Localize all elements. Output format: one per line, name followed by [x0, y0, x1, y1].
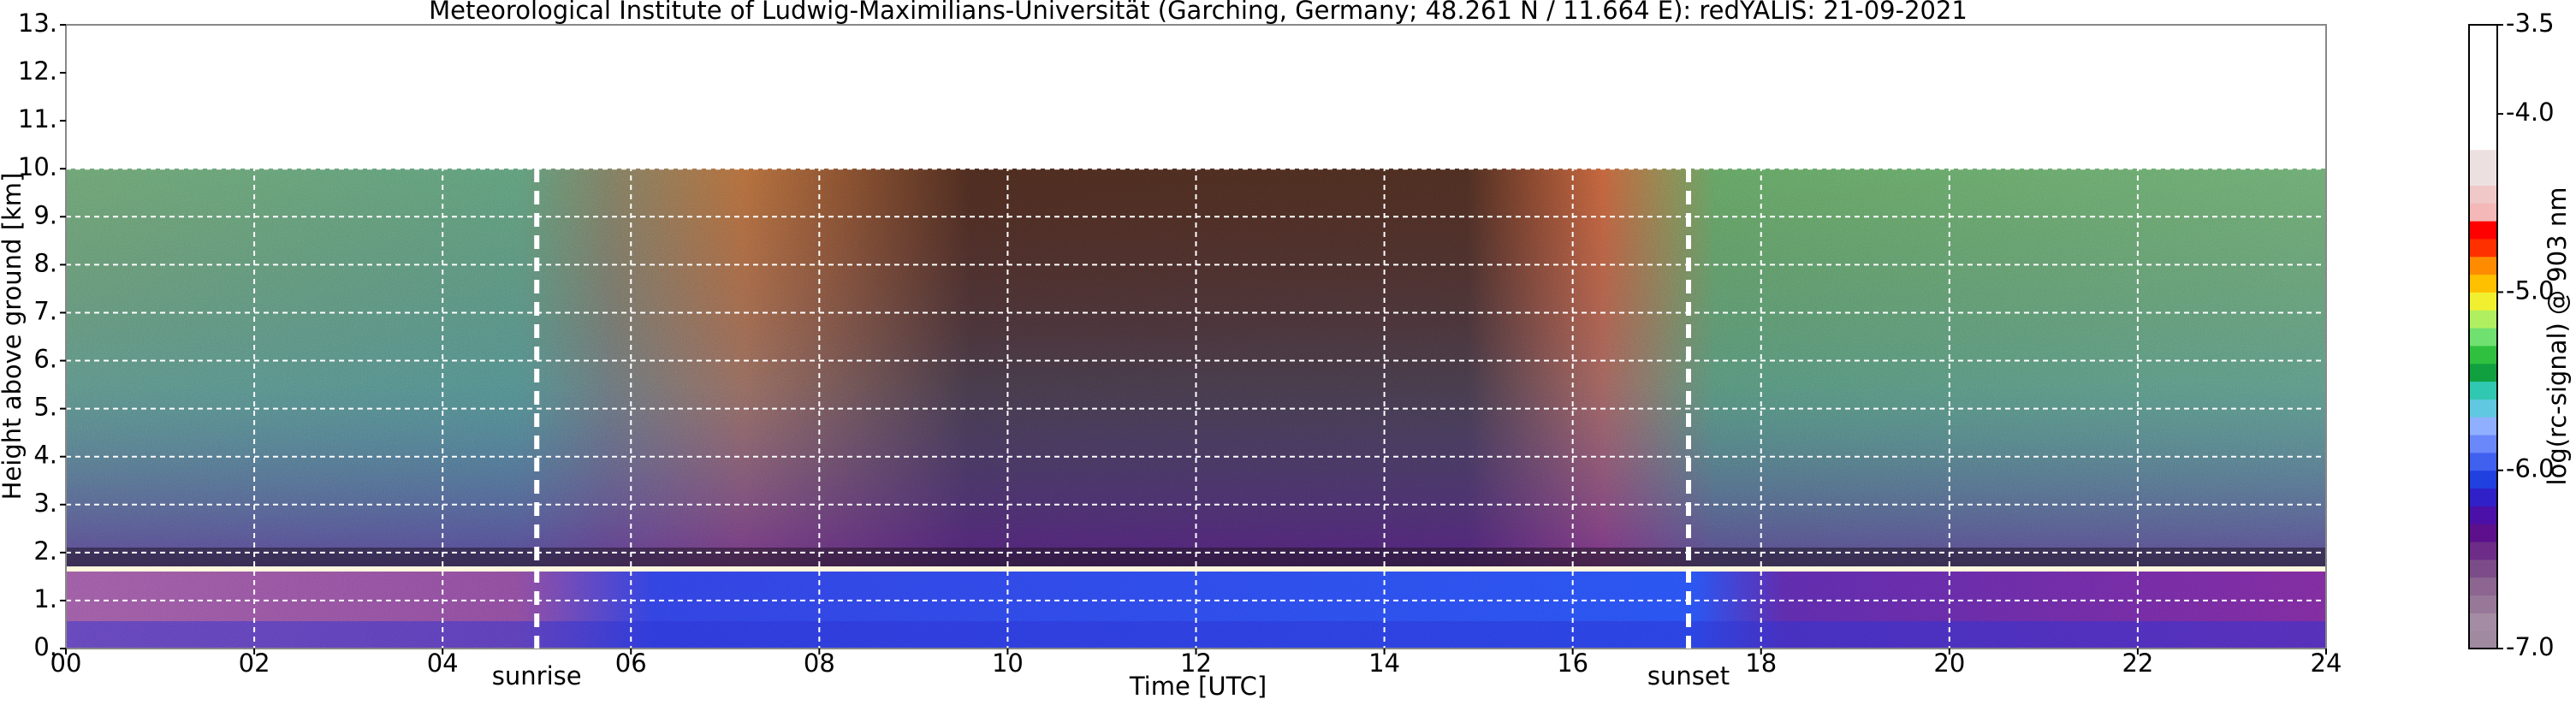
- annotation-label: sunrise: [492, 661, 582, 690]
- colorbar-band: [2469, 506, 2497, 524]
- colorbar-band: [2469, 524, 2497, 542]
- colorbar-band: [2469, 114, 2497, 133]
- x-tick-label: 12: [1180, 649, 1212, 678]
- colorbar-band: [2469, 363, 2497, 382]
- colorbar-band: [2469, 488, 2497, 507]
- colorbar-tick-label: -7.0: [2506, 632, 2555, 661]
- colorbar-tick-label: -3.5: [2506, 9, 2555, 38]
- colorbar-band: [2469, 221, 2497, 240]
- x-axis-label: Time [UTC]: [1129, 672, 1267, 701]
- x-tick-label: 04: [427, 649, 459, 678]
- colorbar-label: log(rc-signal) @ 903 nm: [2543, 187, 2572, 486]
- colorbar-band: [2469, 256, 2497, 275]
- x-tick-label: 22: [2122, 649, 2153, 678]
- y-tick-label: 1.: [33, 584, 57, 613]
- chart-title: Meteorological Institute of Ludwig-Maxim…: [429, 0, 1968, 25]
- colorbar-band: [2469, 42, 2497, 62]
- x-tick-label: 06: [615, 649, 647, 678]
- colorbar-band: [2469, 131, 2497, 151]
- y-tick-label: 7.: [33, 296, 57, 325]
- colorbar-band: [2469, 238, 2497, 258]
- colorbar-band: [2469, 345, 2497, 364]
- x-tick-label: 10: [992, 649, 1024, 678]
- colorbar-band: [2469, 595, 2497, 613]
- y-tick-label: 0.: [33, 632, 57, 661]
- y-tick-label: 3.: [33, 489, 57, 518]
- colorbar-band: [2469, 328, 2497, 347]
- colorbar-tick-label: -6.0: [2506, 454, 2555, 483]
- y-tick-label: 2.: [33, 536, 57, 566]
- colorbar-band: [2469, 203, 2497, 222]
- colorbar-band: [2469, 381, 2497, 400]
- colorbar-band: [2469, 417, 2497, 435]
- colorbar-band: [2469, 78, 2497, 97]
- colorbar-band: [2469, 435, 2497, 453]
- colorbar-band: [2469, 185, 2497, 204]
- annotation-label: sunset: [1647, 661, 1730, 690]
- colorbar-band: [2469, 25, 2497, 44]
- x-tick-label: 24: [2311, 649, 2342, 678]
- colorbar-band: [2469, 470, 2497, 489]
- y-tick-label: 5.: [33, 393, 57, 422]
- x-tick-label: 16: [1557, 649, 1588, 678]
- y-tick-label: 8.: [33, 248, 57, 277]
- y-tick-label: 11.: [18, 104, 57, 133]
- x-tick-label: 00: [50, 649, 82, 678]
- colorbar-band: [2469, 60, 2497, 79]
- y-tick-label: 6.: [33, 345, 57, 374]
- colorbar-band: [2469, 96, 2497, 115]
- colorbar-band: [2469, 310, 2497, 329]
- x-tick-label: 14: [1368, 649, 1400, 678]
- colorbar-band: [2469, 542, 2497, 560]
- colorbar-band: [2469, 399, 2497, 418]
- colorbar-band: [2469, 292, 2497, 311]
- colorbar-band: [2469, 274, 2497, 293]
- x-tick-label: 02: [239, 649, 270, 678]
- colorbar-band: [2469, 167, 2497, 186]
- colorbar-tick-label: -4.0: [2506, 98, 2555, 127]
- y-tick-label: 12.: [18, 56, 57, 86]
- x-tick-label: 18: [1745, 649, 1777, 678]
- x-tick-label: 20: [1933, 649, 1965, 678]
- y-tick-label: 13.: [18, 9, 57, 38]
- colorbar-band: [2469, 631, 2497, 649]
- colorbar-band: [2469, 613, 2497, 631]
- colorbar-frame: [2468, 24, 2498, 649]
- colorbar-tick-label: -5.0: [2506, 275, 2555, 305]
- colorbar-band: [2469, 452, 2497, 471]
- x-tick-label: 08: [804, 649, 835, 678]
- y-tick-label: 10.: [18, 152, 57, 181]
- colorbar-band: [2469, 559, 2497, 578]
- y-tick-label: 4.: [33, 441, 57, 470]
- y-tick-label: 9.: [33, 200, 57, 229]
- colorbar-band: [2469, 149, 2497, 169]
- colorbar-band: [2469, 577, 2497, 596]
- y-axis-label: Height above ground [km]: [0, 173, 27, 501]
